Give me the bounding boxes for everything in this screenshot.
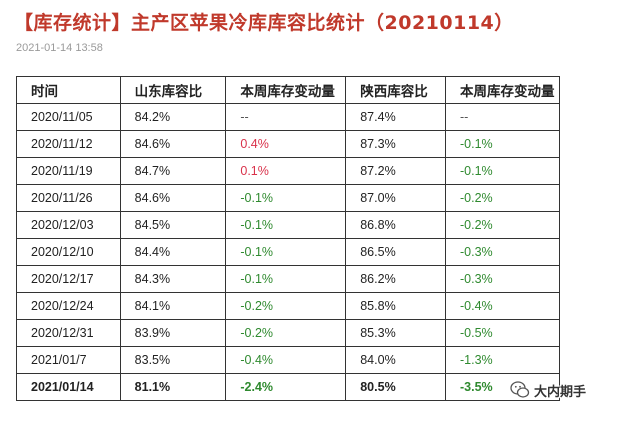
table-row: 2020/12/17 84.3% -0.1% 86.2% -0.3% (16, 265, 560, 293)
cell-shandong-change: -0.1% (225, 184, 347, 212)
cell-shandong-change: -0.1% (225, 211, 347, 239)
cell-shandong-ratio: 83.9% (119, 319, 227, 347)
cell-shandong-change: 0.4% (225, 130, 347, 158)
cell-shandong-ratio: 83.5% (119, 346, 227, 374)
cell-date: 2020/12/24 (16, 292, 121, 320)
cell-shandong-change: -0.1% (225, 238, 347, 266)
table-body: 2020/11/05 84.2% -- 87.4% -- 2020/11/12 84.6% 0… (16, 103, 560, 401)
cell-date: 2020/12/03 (16, 211, 121, 239)
cell-shaanxi-change: -0.1% (445, 157, 560, 185)
column-header-shaanxi-change: 本周库存变动量 (445, 76, 560, 104)
table-row: 2021/01/14 81.1% -2.4% 80.5% -3.5% (16, 373, 560, 401)
cell-shaanxi-ratio: 87.3% (345, 130, 447, 158)
cell-date: 2020/12/10 (16, 238, 121, 266)
table-row: 2020/11/19 84.7% 0.1% 87.2% -0.1% (16, 157, 560, 185)
cell-shandong-ratio: 84.5% (119, 211, 227, 239)
cell-date: 2020/11/05 (16, 103, 121, 131)
cell-date: 2021/01/14 (16, 373, 121, 401)
cell-shaanxi-change: -0.4% (445, 292, 560, 320)
cell-shaanxi-change: -0.3% (445, 238, 560, 266)
cell-shandong-ratio: 84.3% (119, 265, 227, 293)
cell-shandong-change: -2.4% (225, 373, 347, 401)
cell-shaanxi-ratio: 85.3% (345, 319, 447, 347)
cell-shaanxi-change: -1.3% (445, 346, 560, 374)
cell-shaanxi-ratio: 86.8% (345, 211, 447, 239)
table-row: 2020/11/26 84.6% -0.1% 87.0% -0.2% (16, 184, 560, 212)
cell-date: 2020/12/17 (16, 265, 121, 293)
cell-shandong-change: -0.2% (225, 319, 347, 347)
cell-shaanxi-change: -0.2% (445, 184, 560, 212)
cell-date: 2021/01/7 (16, 346, 121, 374)
column-header-date: 时间 (16, 76, 121, 104)
cell-date: 2020/12/31 (16, 319, 121, 347)
cell-date: 2020/11/26 (16, 184, 121, 212)
cell-shandong-change: -0.4% (225, 346, 347, 374)
watermark: 大内期手 (510, 380, 586, 400)
cell-shandong-ratio: 84.2% (119, 103, 227, 131)
cell-date: 2020/11/12 (16, 130, 121, 158)
wechat-logo-icon (510, 381, 530, 398)
column-header-shaanxi-ratio: 陕西库容比 (345, 76, 447, 104)
cell-shaanxi-ratio: 87.0% (345, 184, 447, 212)
cell-shaanxi-change: -3.5% (445, 373, 560, 401)
cell-shandong-ratio: 84.4% (119, 238, 227, 266)
cell-shandong-ratio: 84.6% (119, 184, 227, 212)
cell-shandong-change: -0.2% (225, 292, 347, 320)
cell-shaanxi-change: -- (445, 103, 560, 131)
watermark-text: 大内期手 (534, 384, 587, 400)
cell-shandong-ratio: 84.1% (119, 292, 227, 320)
cell-shaanxi-ratio: 85.8% (345, 292, 447, 320)
cell-date: 2020/11/19 (16, 157, 121, 185)
cell-shaanxi-ratio: 87.2% (345, 157, 447, 185)
cell-shaanxi-ratio: 84.0% (345, 346, 447, 374)
cell-shaanxi-ratio: 86.2% (345, 265, 447, 293)
table-row: 2020/12/24 84.1% -0.2% 85.8% -0.4% (16, 292, 560, 320)
cell-shaanxi-ratio: 80.5% (345, 373, 447, 401)
table-row: 2020/11/12 84.6% 0.4% 87.3% -0.1% (16, 130, 560, 158)
cell-shaanxi-change: -0.2% (445, 211, 560, 239)
cell-shandong-ratio: 84.7% (119, 157, 227, 185)
cell-shandong-ratio: 84.6% (119, 130, 227, 158)
cell-shaanxi-ratio: 86.5% (345, 238, 447, 266)
cell-shandong-ratio: 81.1% (119, 373, 227, 401)
cell-shandong-change: -- (225, 103, 347, 131)
table-row: 2020/12/10 84.4% -0.1% 86.5% -0.3% (16, 238, 560, 266)
cell-shaanxi-ratio: 87.4% (345, 103, 447, 131)
inventory-table: 时间 山东库容比 本周库存变动量 陕西库容比 本周库存变动量 2020/11/0… (16, 76, 560, 401)
table-header-row: 时间 山东库容比 本周库存变动量 陕西库容比 本周库存变动量 (16, 76, 560, 104)
column-header-shandong-ratio: 山东库容比 (119, 76, 227, 104)
table-row: 2020/12/03 84.5% -0.1% 86.8% -0.2% (16, 211, 560, 239)
timestamp: 2021-01-14 13:58 (16, 42, 103, 54)
table-row: 2021/01/7 83.5% -0.4% 84.0% -1.3% (16, 346, 560, 374)
cell-shaanxi-change: -0.1% (445, 130, 560, 158)
cell-shandong-change: 0.1% (225, 157, 347, 185)
cell-shandong-change: -0.1% (225, 265, 347, 293)
cell-shaanxi-change: -0.3% (445, 265, 560, 293)
column-header-shandong-change: 本周库存变动量 (225, 76, 347, 104)
cell-shaanxi-change: -0.5% (445, 319, 560, 347)
table-row: 2020/12/31 83.9% -0.2% 85.3% -0.5% (16, 319, 560, 347)
page-title: 【库存统计】主产区苹果冷库库容比统计（20210114） (14, 12, 514, 34)
table-row: 2020/11/05 84.2% -- 87.4% -- (16, 103, 560, 131)
